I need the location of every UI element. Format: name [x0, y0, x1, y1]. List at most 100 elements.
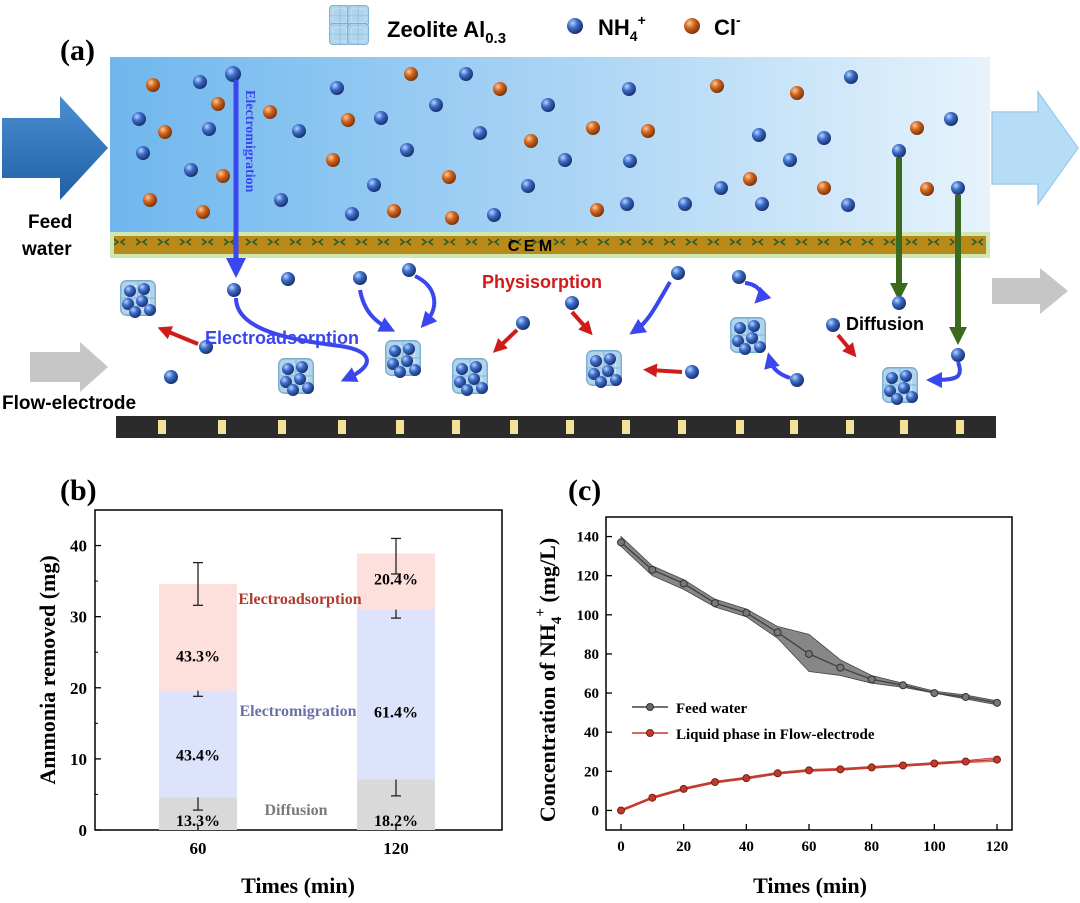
cl-ion: [341, 113, 355, 127]
nh4-ion: [685, 365, 699, 379]
physisorption-label: Physisorption: [482, 272, 602, 292]
y-axis-label-c: Concentration of NH4+ (mg/L): [533, 538, 565, 822]
data-point-liquid-phase: [648, 793, 657, 802]
curved-arrow-icon: [629, 280, 672, 335]
nh4-ion: [227, 283, 241, 297]
current-collector: [116, 416, 996, 438]
data-point-feed-water: [617, 538, 625, 547]
nh4-ion: [841, 198, 855, 212]
cl-ion: [146, 78, 160, 92]
data-point-liquid-phase: [867, 763, 876, 772]
channel-ions: [132, 66, 965, 225]
data-point-feed-water: [961, 692, 970, 701]
zeolite-cluster: [883, 368, 918, 405]
panel-c: (c) 0 20 40 60 80 100 120 140 0 20 40 60 80 100 120 C…: [533, 474, 1013, 898]
nh4-ion: [620, 197, 634, 211]
arrow-icon: [836, 333, 857, 358]
cl-ion: [910, 121, 924, 135]
y-tick-label-b: 40: [70, 537, 87, 556]
data-point-liquid-phase: [679, 784, 688, 793]
cl-ion: [790, 86, 804, 100]
data-point-liquid-phase: [836, 765, 845, 774]
x-tick-label-c: 20: [676, 839, 691, 855]
cl-ion: [196, 205, 210, 219]
bar-electromigration-60: [159, 690, 237, 798]
nh4-ion: [193, 75, 207, 89]
y-axis-c: 0 20 40 60 80 100 120 140: [577, 530, 612, 819]
legend-cl-sup: -: [736, 12, 741, 28]
data-point-feed-water: [899, 681, 907, 690]
y-tick-label-c: 20: [584, 764, 599, 780]
panel-a-label: (a): [60, 34, 95, 67]
feed-water-label-line2: water: [21, 239, 72, 260]
svg-text:NH4+: NH4+: [598, 12, 646, 44]
nh4-ion: [473, 126, 487, 140]
nh4-ion: [402, 263, 416, 277]
series-label-electroadsorption: Electroadsorption: [238, 591, 361, 608]
nh4-ion: [623, 154, 637, 168]
curved-arrow-icon: [414, 274, 438, 329]
legend-nh4-sub: 4: [630, 28, 638, 44]
svg-text:Zeolite Al0.3: Zeolite Al0.3: [387, 17, 506, 47]
cl-ion: [211, 97, 225, 111]
arrow-icon: [492, 328, 519, 353]
nh4-ion: [202, 122, 216, 136]
nh4-ion: [541, 98, 555, 112]
electrode-tabs: [158, 420, 964, 434]
nh4-ion: [892, 144, 906, 158]
data-point-liquid-phase: [742, 774, 751, 783]
cl-ion: [158, 125, 172, 139]
bar-electromigration-120: [357, 609, 435, 780]
nh4-ion: [783, 153, 797, 167]
nh4-ion: [951, 181, 965, 195]
cl-ion: [326, 153, 340, 167]
cl-ion: [743, 172, 757, 186]
electrode-ions: [164, 263, 965, 387]
nh4-ion: [671, 266, 685, 280]
percent-label-diffusion-60: 13.3%: [176, 813, 220, 830]
arrow-icon: [157, 326, 199, 346]
flow-electrode-label: Flow-electrode: [2, 393, 136, 414]
x-axis-label-b: Times (min): [241, 873, 355, 898]
nh4-ion: [622, 82, 636, 96]
cl-ion: [524, 134, 538, 148]
nh4-ion: [951, 348, 965, 362]
nh4-ion: [400, 143, 414, 157]
series-label-electromigration: Electromigration: [239, 703, 356, 720]
y-axis-label-c-unit: (mg/L): [535, 538, 560, 608]
nh4-ion: [353, 271, 367, 285]
error-band-feed-water: [620, 535, 998, 706]
legend-nh4-sup: +: [638, 12, 646, 28]
cl-ion: [586, 121, 600, 135]
y-axis-label-c-sup: +: [533, 608, 549, 617]
panel-b: (b) 13.3% 43.4% 43.3% 18.2% 61.4% 20.4% 0 10 20…: [35, 474, 503, 898]
flow-electrode-inlet-arrow-icon: [30, 342, 108, 392]
electromigration-label: Electromigration: [242, 90, 257, 193]
cl-ion: [817, 181, 831, 195]
nh4-ion: [330, 81, 344, 95]
nh4-ion: [817, 131, 831, 145]
flow-electrode-outlet-arrow-icon: [992, 268, 1068, 314]
zeolite-cluster: [587, 351, 622, 388]
y-tick-label-c: 40: [584, 725, 599, 741]
nh4-ion: [225, 66, 241, 82]
arrow-icon: [643, 363, 683, 378]
nh4-ion: [292, 124, 306, 138]
x-tick-label-b: 60: [190, 839, 207, 858]
nh4-ion: [714, 181, 728, 195]
curved-arrow-icon: [764, 352, 791, 380]
nh4-ion-icon: [567, 18, 583, 34]
legend-cl-label: Cl: [714, 15, 736, 40]
feed-water-label-line1: Feed: [28, 212, 72, 233]
legend-zeolite-label: Zeolite Al: [387, 17, 485, 42]
percent-label-electroadsorption-120: 20.4%: [374, 572, 418, 589]
x-tick-label-c: 0: [617, 839, 625, 855]
y-tick-label-c: 0: [592, 803, 600, 819]
y-tick-label-b: 20: [70, 679, 87, 698]
y-axis-label-c-sub: 4: [549, 616, 565, 624]
cl-ion: [387, 204, 401, 218]
y-tick-label-c: 80: [584, 647, 599, 663]
data-point-liquid-phase: [711, 778, 719, 787]
cem-label: C E M: [508, 238, 552, 255]
y-tick-label-c: 120: [577, 569, 600, 585]
